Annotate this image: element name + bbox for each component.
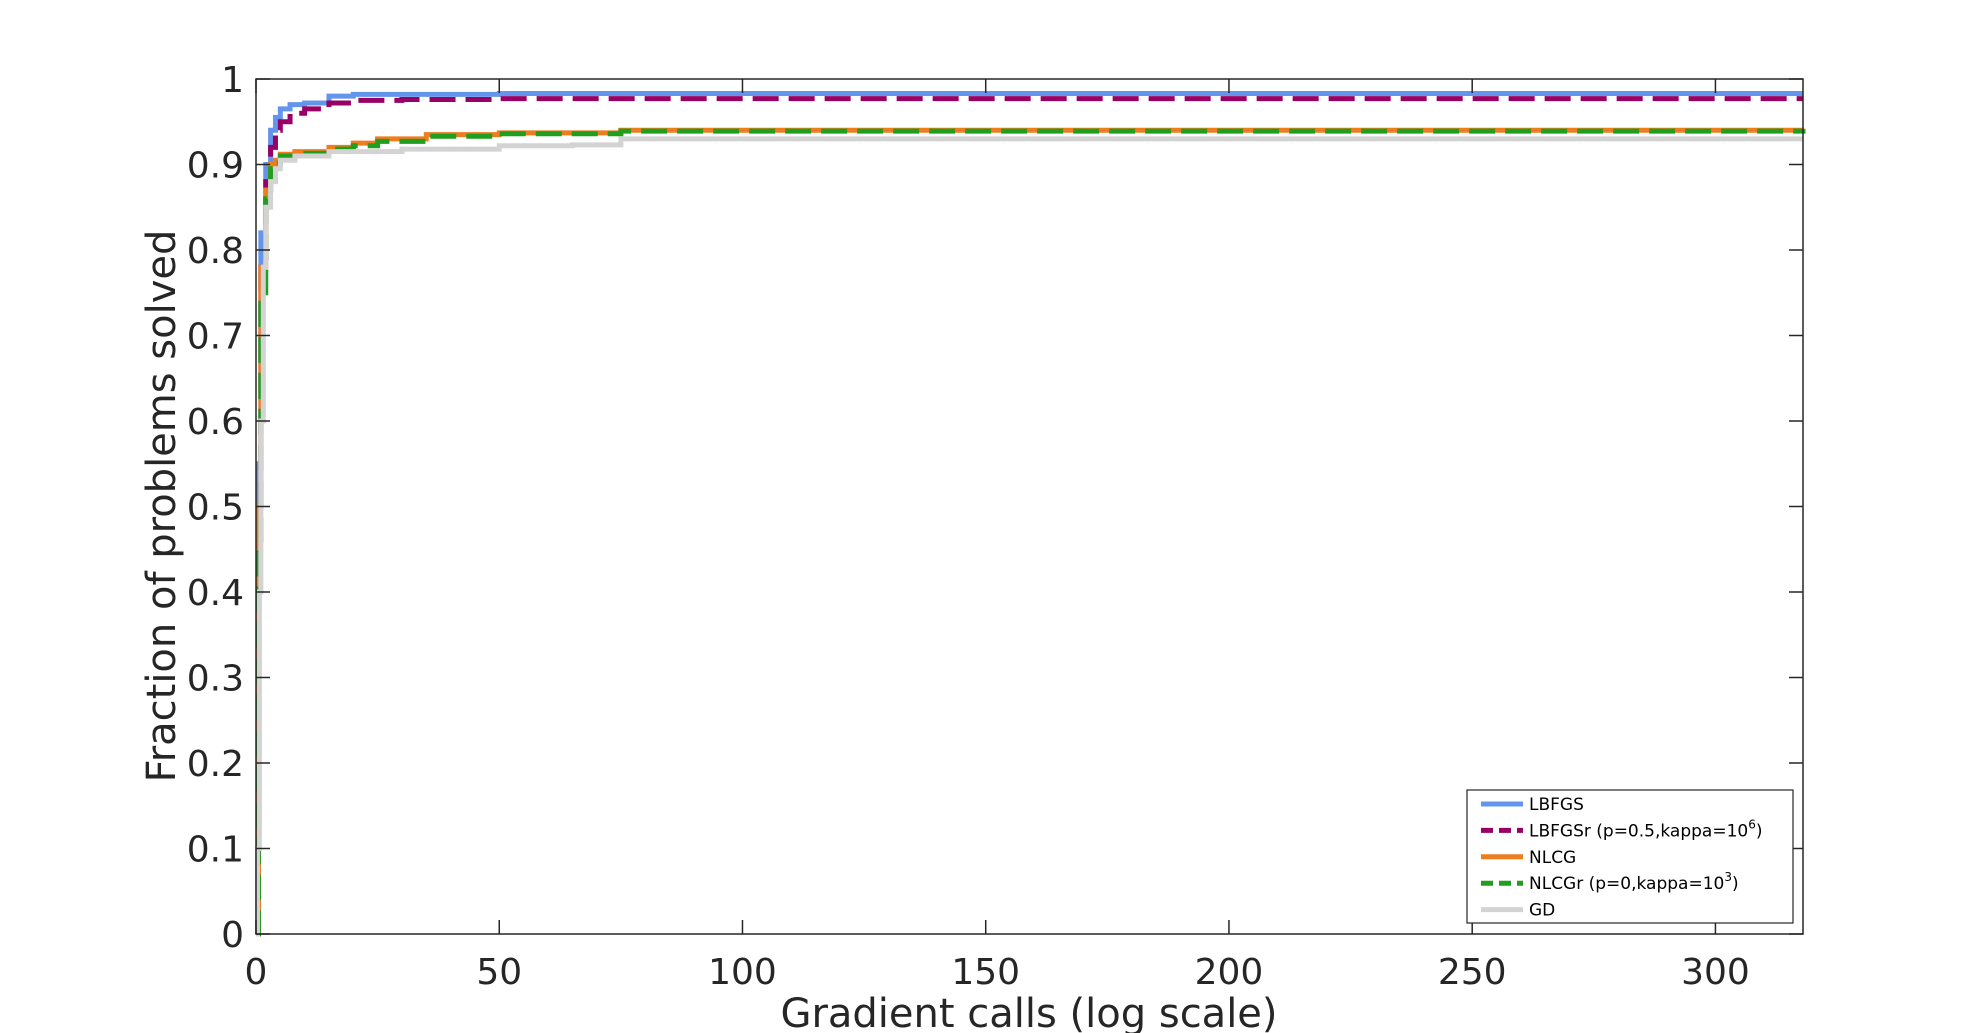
- y-tick-label: 0.2: [187, 744, 244, 785]
- y-tick-label: 0: [221, 915, 244, 956]
- y-tick-label: 0.3: [187, 659, 244, 700]
- x-tick-label: 50: [476, 952, 522, 993]
- x-tick-label: 300: [1681, 952, 1750, 993]
- x-tick-label: 250: [1438, 952, 1507, 993]
- legend-label: LBFGSr (p=0.5,kappa=106): [1529, 817, 1763, 841]
- legend-label: LBFGS: [1529, 795, 1584, 815]
- x-tick-label: 0: [245, 952, 268, 993]
- x-tick-label: 100: [708, 952, 777, 993]
- y-axis-label: Fraction of problems solved: [139, 230, 185, 783]
- y-tick-label: 0.9: [187, 146, 244, 187]
- series-line-0: [255, 91, 1803, 937]
- y-tick-label: 0.1: [187, 830, 244, 871]
- legend-label: NLCGr (p=0,kappa=103): [1529, 870, 1739, 894]
- y-tick-label: 0.8: [187, 231, 244, 272]
- x-tick-label: 150: [951, 952, 1020, 993]
- legend-label: GD: [1529, 901, 1555, 921]
- legend-label: NLCG: [1529, 848, 1576, 868]
- tick-layer: 0 50 100 150 200 250 300 0 0.1 0.2 0.3 0.4 0.5 0.6 0.7…: [187, 60, 1803, 993]
- y-tick-label: 1: [221, 60, 244, 101]
- y-tick-label: 0.6: [187, 402, 244, 443]
- x-tick-label: 200: [1195, 952, 1264, 993]
- x-axis-label: Gradient calls (log scale): [780, 991, 1277, 1033]
- y-tick-label: 0.5: [187, 488, 244, 529]
- y-tick-label: 0.7: [187, 317, 244, 358]
- y-tick-label: 0.4: [187, 573, 244, 614]
